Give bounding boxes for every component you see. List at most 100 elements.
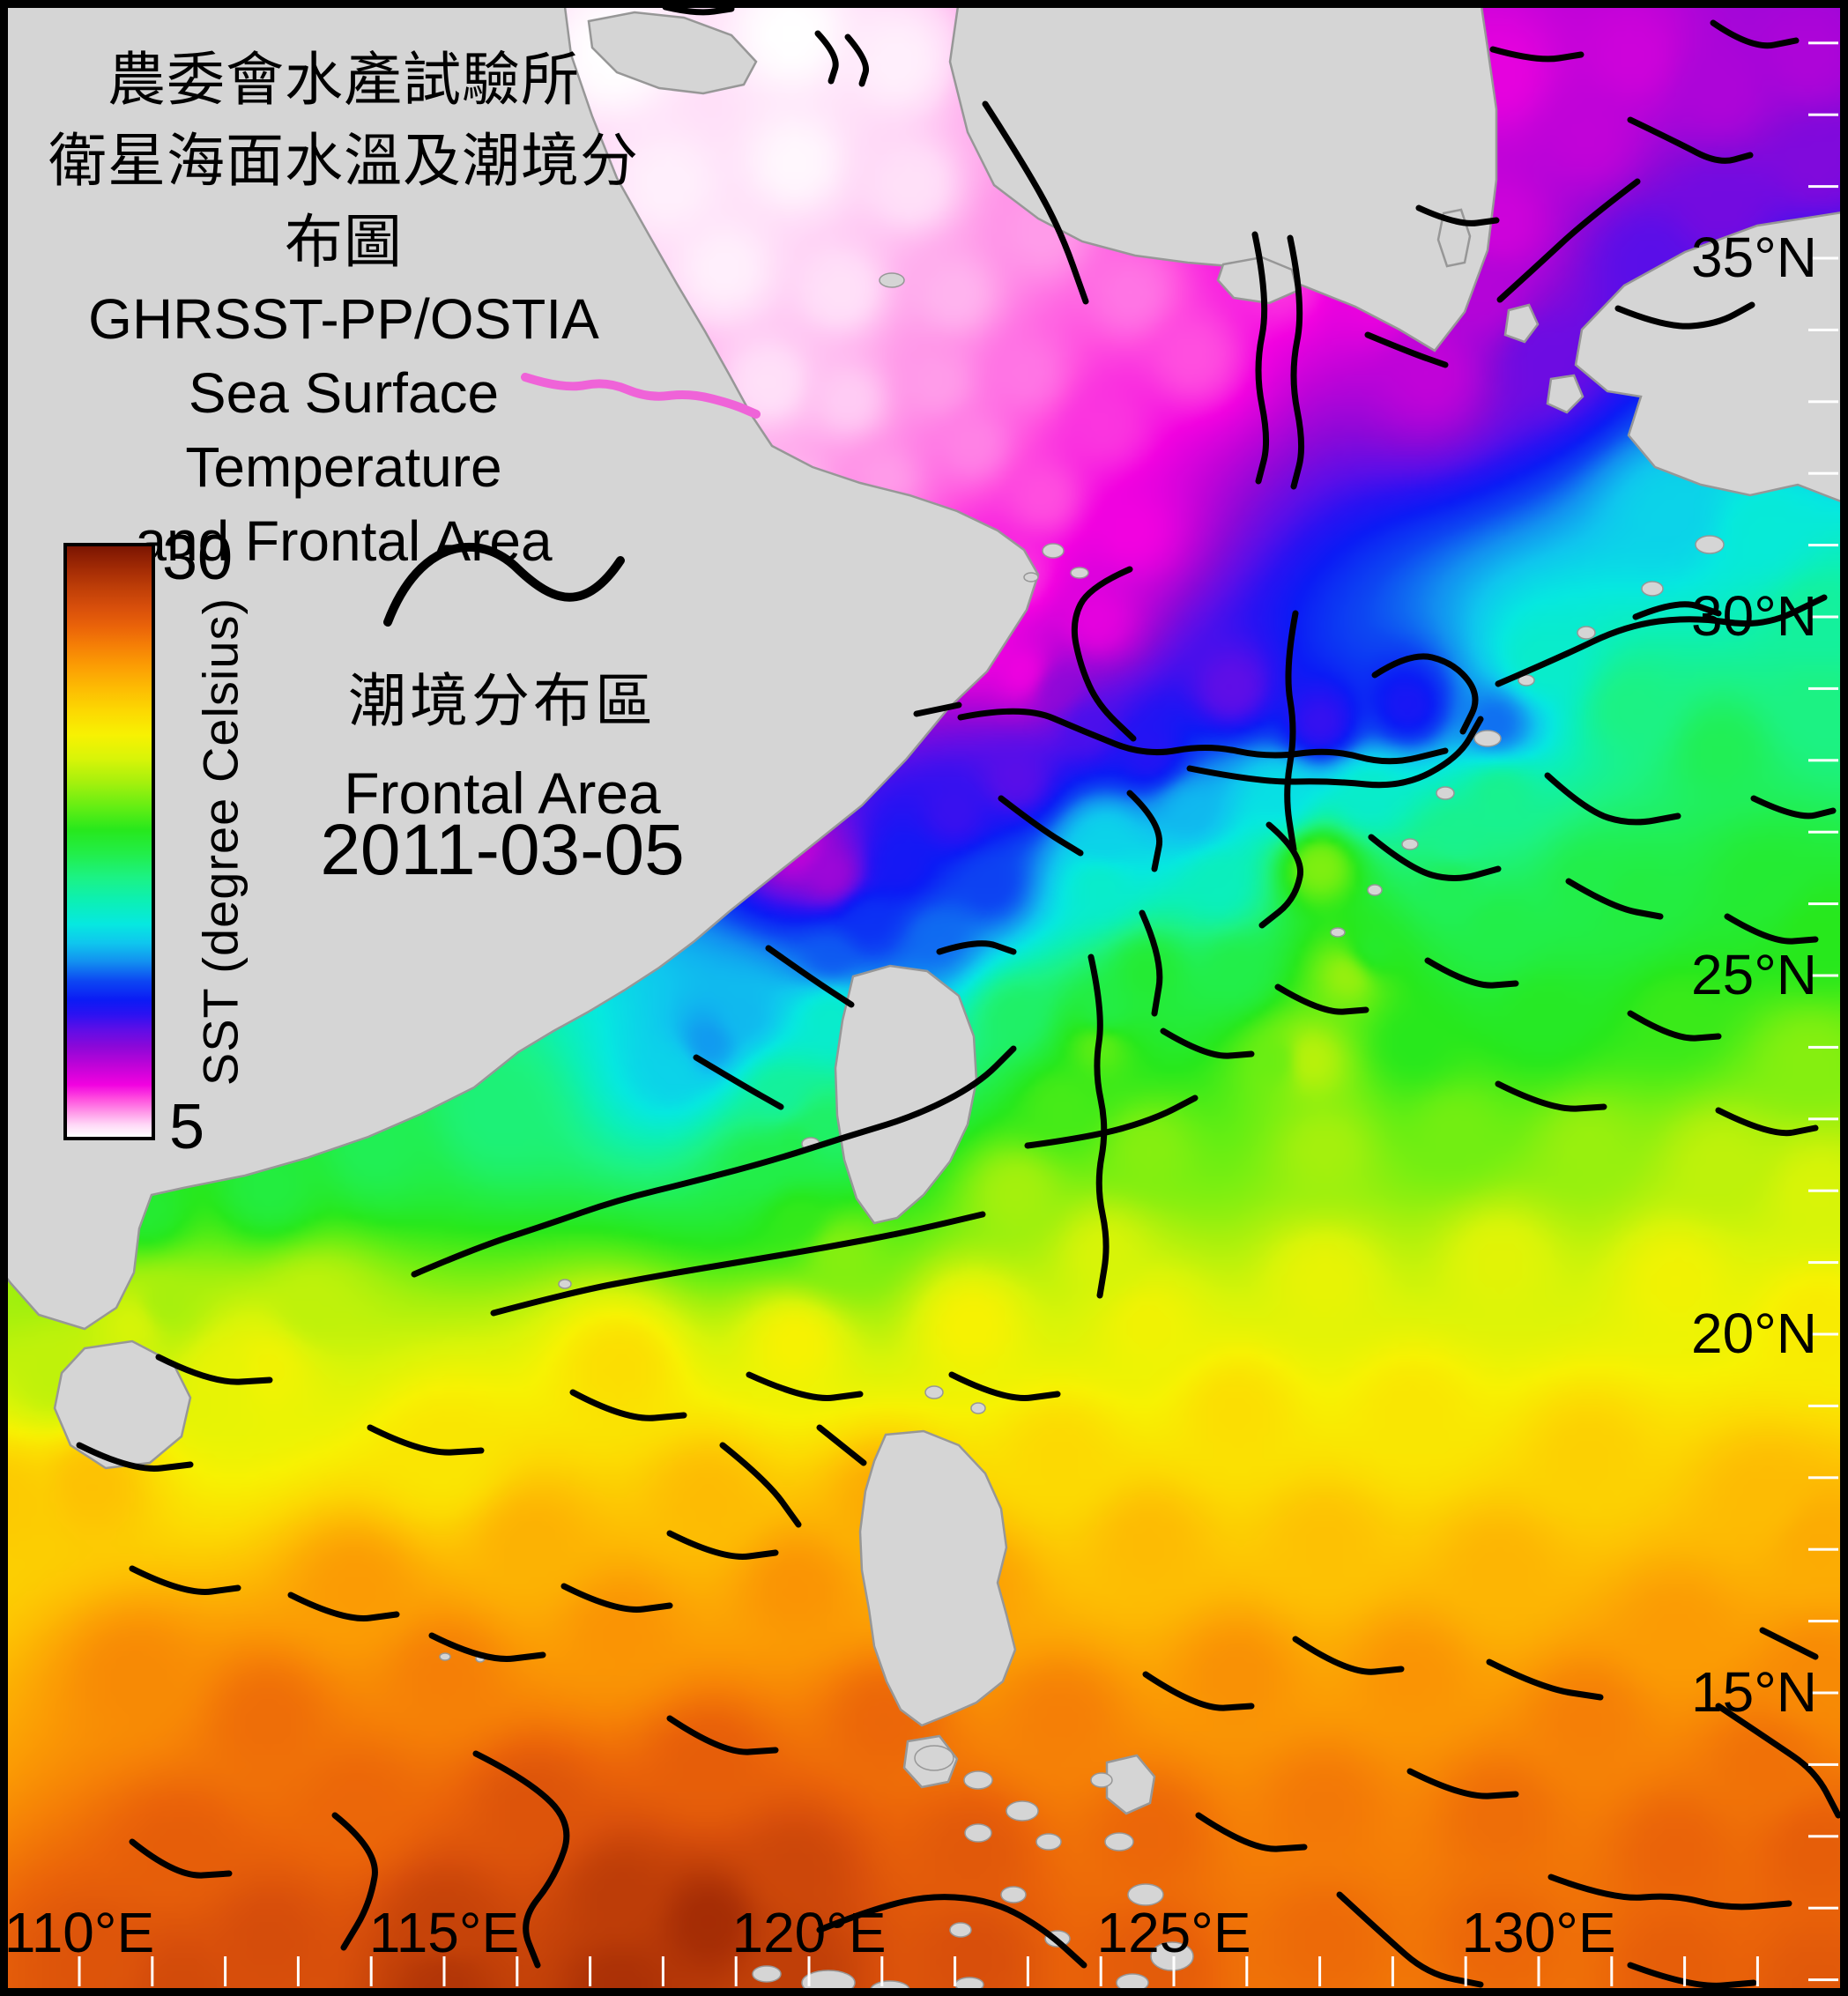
lon-tick xyxy=(954,1956,957,1986)
frontal-line xyxy=(1715,1107,1819,1137)
land-jeju xyxy=(1216,256,1299,305)
frontal-line xyxy=(1614,301,1755,330)
frontal-line xyxy=(1627,1962,1757,1989)
frontal-line xyxy=(1724,913,1819,945)
frontal-line xyxy=(1287,234,1305,490)
colorbar-max-label: 30 xyxy=(162,523,234,593)
lat-tick xyxy=(1808,1978,1838,1982)
land-amakusa xyxy=(1546,374,1585,414)
lat-tick xyxy=(1808,902,1838,906)
title-en-line2: Sea Surface Temperature xyxy=(185,361,502,499)
lon-tick xyxy=(1537,1956,1540,1986)
lon-tick xyxy=(589,1956,592,1986)
island-dot xyxy=(964,1823,992,1843)
frontal-line xyxy=(1186,716,1484,789)
frontal-line xyxy=(1710,19,1800,49)
island-dot xyxy=(1330,927,1346,938)
frontal-line xyxy=(982,100,1089,305)
frontal-line xyxy=(1759,1627,1819,1660)
frontal-line xyxy=(662,4,735,16)
lat-tick xyxy=(1808,974,1838,977)
frontal-line xyxy=(367,1424,485,1456)
frontal-line xyxy=(411,1045,1017,1278)
lon-tick xyxy=(442,1956,446,1986)
island-dot xyxy=(1127,1883,1164,1906)
lat-tick xyxy=(1808,113,1838,116)
lon-tick xyxy=(78,1956,81,1986)
island-dot xyxy=(963,1770,993,1790)
lon-tick xyxy=(1245,1956,1249,1986)
lat-tick xyxy=(1808,1691,1838,1695)
island-dot xyxy=(949,1922,972,1938)
lat-label: 25°N xyxy=(1691,943,1817,1006)
frontal-line xyxy=(844,33,870,87)
island-dot xyxy=(1023,572,1039,582)
frontal-line xyxy=(746,1371,864,1401)
frontal-line xyxy=(719,1442,802,1528)
lat-tick xyxy=(1808,1189,1838,1192)
frontal-line xyxy=(1750,795,1837,820)
colorbar xyxy=(63,543,155,1140)
lon-tick xyxy=(1464,1956,1467,1986)
island-dot xyxy=(1401,838,1419,850)
frontal-line xyxy=(1071,566,1137,742)
land-shandong xyxy=(587,11,758,95)
map-date: 2011-03-05 xyxy=(320,810,685,890)
lat-tick xyxy=(1808,1117,1838,1121)
frontal-line xyxy=(560,1583,673,1613)
lon-label: 115°E xyxy=(368,1901,520,1964)
title-block: 農委會水產試驗所 衛星海面水溫及潮境分布圖 GHRSST-PP/OSTIA Se… xyxy=(35,39,652,578)
land-japan xyxy=(1574,210,1848,506)
lat-tick xyxy=(1808,544,1838,547)
island-dot xyxy=(752,1965,782,1983)
frontal-line xyxy=(1274,983,1369,1015)
frontal-line xyxy=(948,1371,1061,1401)
lat-label: 35°N xyxy=(1691,226,1817,289)
lat-tick xyxy=(1808,1332,1838,1336)
frontal-line xyxy=(1547,1874,1792,1911)
frontal-line xyxy=(957,708,1449,765)
island-dot xyxy=(1000,1886,1027,1903)
frontal-line xyxy=(1632,601,1722,620)
frontal-line xyxy=(1371,653,1479,735)
frontal-line xyxy=(1292,1636,1405,1675)
lon-label: 125°E xyxy=(1096,1901,1251,1964)
lon-tick xyxy=(880,1956,884,1986)
frontal-line xyxy=(1258,821,1304,929)
island-dot xyxy=(879,272,905,288)
frontal-line xyxy=(1486,1658,1604,1701)
lat-tick xyxy=(1808,1261,1838,1265)
lon-label: 110°E xyxy=(4,1901,155,1964)
frontal-line xyxy=(936,940,1017,955)
lat-tick xyxy=(1808,1620,1838,1623)
colorbar-min-label: 5 xyxy=(169,1092,205,1162)
island-dot xyxy=(924,1385,944,1399)
frontal-line xyxy=(331,1812,378,1951)
frontal-line xyxy=(1495,594,1828,687)
colorbar-gradient xyxy=(67,546,152,1137)
island-dot xyxy=(1641,581,1664,597)
lon-tick xyxy=(151,1956,154,1986)
frontal-line xyxy=(1251,231,1270,485)
lat-tick xyxy=(1808,759,1838,762)
frontal-line xyxy=(1565,878,1664,920)
lat-tick xyxy=(1808,1835,1838,1838)
frontal-line xyxy=(428,1632,546,1662)
island-dot xyxy=(1035,1833,1062,1851)
frontal-line xyxy=(1544,772,1681,826)
lon-tick xyxy=(734,1956,738,1986)
lat-tick xyxy=(1808,400,1838,404)
title-agency-zh: 農委會水產試驗所 xyxy=(108,47,580,112)
island-dot xyxy=(439,1652,451,1661)
lon-tick xyxy=(296,1956,300,1986)
island-dot xyxy=(1577,626,1596,640)
island-dot xyxy=(1006,1800,1039,1822)
frontal-line xyxy=(816,1424,867,1466)
island-dot xyxy=(1436,786,1455,800)
island-dot xyxy=(1518,674,1535,686)
island-dot xyxy=(1695,535,1725,554)
lat-tick xyxy=(1808,1404,1838,1407)
lat-tick xyxy=(1808,256,1838,260)
frontal-line xyxy=(1424,957,1519,989)
